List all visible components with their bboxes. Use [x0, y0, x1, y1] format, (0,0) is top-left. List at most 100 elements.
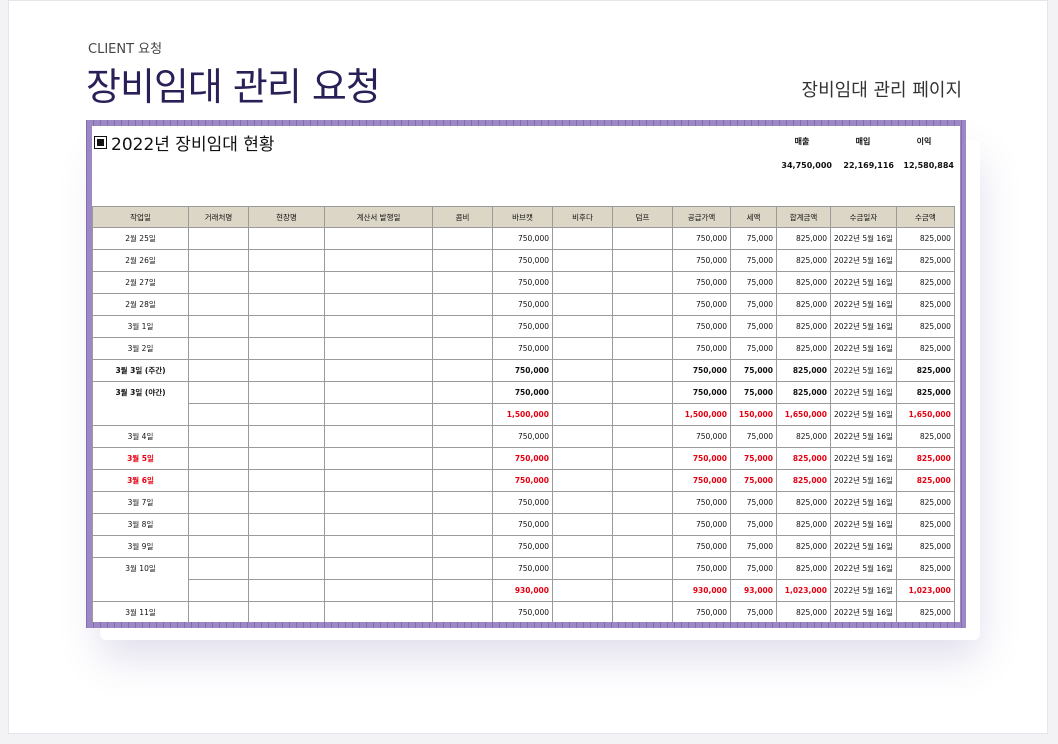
cell-paid[interactable]: 825,000 — [895, 227, 955, 250]
cell-paid[interactable]: 1,650,000 — [895, 403, 955, 426]
cell-bihuda[interactable] — [552, 491, 613, 514]
cell-bihuda[interactable] — [552, 315, 613, 338]
cell-supply[interactable]: 1,500,000 — [672, 403, 731, 426]
cell-site[interactable] — [248, 249, 325, 272]
cell-combi[interactable] — [432, 315, 493, 338]
cell-supply[interactable]: 750,000 — [672, 535, 731, 558]
cell-supply[interactable]: 750,000 — [672, 513, 731, 536]
cell-bobcat[interactable]: 750,000 — [492, 535, 553, 558]
cell-bobcat[interactable]: 750,000 — [492, 359, 553, 382]
cell-tax[interactable]: 75,000 — [730, 315, 777, 338]
cell-supply[interactable]: 930,000 — [672, 579, 731, 602]
cell-supply[interactable]: 750,000 — [672, 447, 731, 470]
cell-date[interactable]: 2월 27일 — [92, 271, 189, 294]
cell-client[interactable] — [188, 403, 249, 426]
cell-dump[interactable] — [612, 337, 673, 360]
cell-bihuda[interactable] — [552, 359, 613, 382]
cell-site[interactable] — [248, 535, 325, 558]
cell-site[interactable] — [248, 425, 325, 448]
col-header-client[interactable]: 거래처명 — [188, 206, 249, 228]
cell-dump[interactable] — [612, 491, 673, 514]
cell-paid[interactable]: 825,000 — [895, 491, 955, 514]
cell-client[interactable] — [188, 271, 249, 294]
cell-client[interactable] — [188, 249, 249, 272]
cell-client[interactable] — [188, 381, 249, 404]
cell-tax[interactable]: 75,000 — [730, 227, 777, 250]
cell-paid-date[interactable]: 2022년 5월 16일 — [830, 337, 897, 360]
cell-combi[interactable] — [432, 469, 493, 492]
cell-total[interactable]: 825,000 — [776, 381, 831, 404]
cell-dump[interactable] — [612, 381, 673, 404]
cell-paid-date[interactable]: 2022년 5월 16일 — [830, 535, 897, 558]
cell-paid-date[interactable]: 2022년 5월 16일 — [830, 601, 897, 622]
cell-paid[interactable]: 825,000 — [895, 535, 955, 558]
cell-paid-date[interactable]: 2022년 5월 16일 — [830, 425, 897, 448]
cell-site[interactable] — [248, 293, 325, 316]
cell-tax[interactable]: 75,000 — [730, 249, 777, 272]
cell-site[interactable] — [248, 491, 325, 514]
cell-invoice-date[interactable] — [324, 249, 433, 272]
cell-invoice-date[interactable] — [324, 557, 433, 580]
cell-dump[interactable] — [612, 271, 673, 294]
cell-combi[interactable] — [432, 359, 493, 382]
cell-dump[interactable] — [612, 557, 673, 580]
cell-paid-date[interactable]: 2022년 5월 16일 — [830, 315, 897, 338]
cell-invoice-date[interactable] — [324, 425, 433, 448]
col-header-bobcat[interactable]: 바브캣 — [492, 206, 553, 228]
cell-tax[interactable]: 150,000 — [730, 403, 777, 426]
cell-site[interactable] — [248, 601, 325, 622]
cell-supply[interactable]: 750,000 — [672, 491, 731, 514]
cell-site[interactable] — [248, 315, 325, 338]
cell-bihuda[interactable] — [552, 447, 613, 470]
cell-paid[interactable]: 825,000 — [895, 359, 955, 382]
cell-bihuda[interactable] — [552, 557, 613, 580]
cell-client[interactable] — [188, 491, 249, 514]
col-header-total[interactable]: 합계금액 — [776, 206, 831, 228]
col-header-invoice-date[interactable]: 계산서 발행일 — [324, 206, 433, 228]
cell-bihuda[interactable] — [552, 535, 613, 558]
cell-supply[interactable]: 750,000 — [672, 249, 731, 272]
col-header-tax[interactable]: 세액 — [730, 206, 777, 228]
cell-site[interactable] — [248, 359, 325, 382]
cell-date[interactable]: 3월 3일 (야간) — [92, 381, 189, 404]
cell-dump[interactable] — [612, 513, 673, 536]
cell-dump[interactable] — [612, 447, 673, 470]
col-header-paid-date[interactable]: 수금일자 — [830, 206, 897, 228]
cell-tax[interactable]: 75,000 — [730, 337, 777, 360]
cell-bobcat[interactable]: 750,000 — [492, 249, 553, 272]
cell-total[interactable]: 825,000 — [776, 491, 831, 514]
cell-dump[interactable] — [612, 601, 673, 622]
cell-supply[interactable]: 750,000 — [672, 227, 731, 250]
col-header-combi[interactable]: 콤비 — [432, 206, 493, 228]
cell-bihuda[interactable] — [552, 425, 613, 448]
cell-paid-date[interactable]: 2022년 5월 16일 — [830, 293, 897, 316]
col-header-site[interactable]: 현장명 — [248, 206, 325, 228]
cell-invoice-date[interactable] — [324, 337, 433, 360]
cell-date[interactable]: 3월 5일 — [92, 447, 189, 470]
cell-invoice-date[interactable] — [324, 535, 433, 558]
cell-supply[interactable]: 750,000 — [672, 315, 731, 338]
cell-supply[interactable]: 750,000 — [672, 359, 731, 382]
cell-paid[interactable]: 825,000 — [895, 469, 955, 492]
cell-client[interactable] — [188, 227, 249, 250]
cell-dump[interactable] — [612, 293, 673, 316]
cell-total[interactable]: 825,000 — [776, 513, 831, 536]
cell-bobcat[interactable]: 750,000 — [492, 381, 553, 404]
cell-client[interactable] — [188, 447, 249, 470]
cell-combi[interactable] — [432, 271, 493, 294]
cell-bobcat[interactable]: 750,000 — [492, 513, 553, 536]
cell-dump[interactable] — [612, 535, 673, 558]
cell-bihuda[interactable] — [552, 293, 613, 316]
cell-site[interactable] — [248, 337, 325, 360]
cell-tax[interactable]: 75,000 — [730, 381, 777, 404]
cell-bobcat[interactable]: 750,000 — [492, 271, 553, 294]
cell-combi[interactable] — [432, 513, 493, 536]
cell-supply[interactable]: 750,000 — [672, 381, 731, 404]
cell-bobcat[interactable]: 750,000 — [492, 491, 553, 514]
col-header-bihuda[interactable]: 비후다 — [552, 206, 613, 228]
cell-bobcat[interactable]: 750,000 — [492, 601, 553, 622]
cell-combi[interactable] — [432, 447, 493, 470]
cell-paid-date[interactable]: 2022년 5월 16일 — [830, 381, 897, 404]
cell-total[interactable]: 825,000 — [776, 293, 831, 316]
cell-combi[interactable] — [432, 293, 493, 316]
